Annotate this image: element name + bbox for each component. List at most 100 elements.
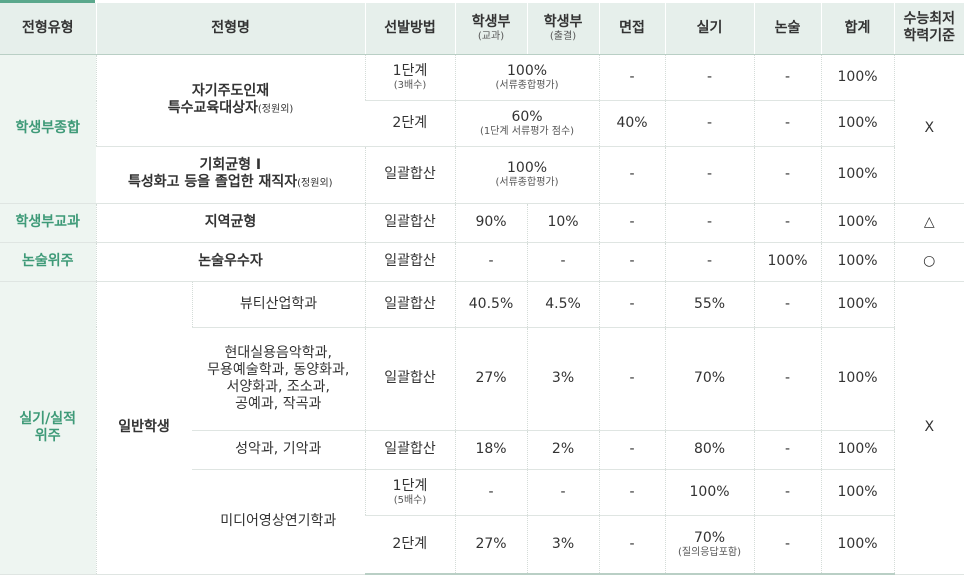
- record-cell: 100% (서류종합평가): [454, 146, 600, 204]
- program-self-directed-suffix: (정원외): [257, 104, 294, 116]
- total-cell: 100%: [820, 327, 895, 431]
- total-cell: 100%: [820, 203, 895, 243]
- total-cell: 100%: [820, 242, 895, 282]
- method-cell: 2단계: [365, 100, 456, 148]
- record-attendance-cell: -: [526, 242, 600, 282]
- record-subject-cell: 40.5%: [454, 281, 528, 328]
- method-cell: 1단계 (3배수): [364, 54, 456, 102]
- total-cell: 100%: [820, 146, 895, 204]
- table-row: 현대실용음악학과, 무용예술학과, 동양화과, 서양화과, 조소과, 공예과, …: [0, 327, 964, 431]
- dept-music-arts: 현대실용음악학과, 무용예술학과, 동양화과, 서양화과, 조소과, 공예과, …: [192, 327, 366, 431]
- practical-value: 70%: [693, 529, 726, 546]
- practical-cell: 70%: [664, 327, 755, 431]
- record-attendance-cell: 2%: [526, 430, 600, 470]
- practical-cell: 80%: [664, 430, 755, 470]
- method-sub: (3배수): [393, 79, 427, 91]
- total-cell: 100%: [820, 469, 895, 516]
- table-row: 논술위주 논술우수자 일괄합산 - - - - 100% 100% ○: [0, 242, 965, 282]
- header-record-subject-sub: (교과): [477, 30, 505, 42]
- header-name: 전형명: [95, 3, 366, 55]
- record-subject-cell: 27%: [454, 327, 528, 431]
- practical-cell: -: [664, 100, 755, 148]
- admission-table: 전형유형 전형명 선발방법 학생부 (교과) 학생부 (출결) 면접 실기 논술 합…: [0, 3, 965, 575]
- interview-cell: -: [598, 327, 666, 431]
- table-row: 기회균형 I 특성화고 등을 졸업한 재직자(정원외) 일괄합산 100% (서류…: [0, 146, 964, 204]
- method-cell: 일괄합산: [364, 242, 456, 282]
- category-essay: 논술위주: [0, 242, 96, 282]
- table-row: 성악과, 기악과 일괄합산 18% 2% - 80% - 100%: [0, 430, 964, 470]
- header-row: 전형유형 전형명 선발방법 학생부 (교과) 학생부 (출결) 면접 실기 논술 합…: [0, 3, 965, 55]
- practical-cell: 70% (질의응답포함): [664, 515, 755, 575]
- program-self-directed-line1: 자기주도인재: [191, 83, 270, 100]
- method-cell: 일괄합산: [364, 203, 456, 243]
- record-attendance-cell: 4.5%: [526, 281, 600, 328]
- table-row: 2단계 27% 3% - 70% (질의응답포함) - 100%: [0, 515, 964, 575]
- record-subject-cell: -: [454, 469, 528, 516]
- method-cell: 2단계: [365, 515, 456, 575]
- table-row: 미디어영상연기학과 1단계 (5배수) - - - 100% - 100%: [0, 469, 964, 575]
- header-total: 합계: [820, 3, 895, 55]
- method-cell: 일괄합산: [364, 281, 456, 328]
- method-cell: 일괄합산: [364, 327, 456, 431]
- category-practical: 실기/실적 위주: [0, 281, 96, 575]
- method-cell: 일괄합산: [364, 430, 456, 470]
- practical-cell: -: [664, 242, 755, 282]
- header-record-attendance-label: 학생부: [543, 13, 583, 30]
- program-self-directed: 자기주도인재 특수교육대상자(정원외): [95, 54, 366, 148]
- record-attendance-cell: -: [526, 469, 600, 516]
- interview-cell: -: [598, 146, 666, 204]
- essay-cell: -: [753, 430, 822, 470]
- dept-vocal-instrumental: 성악과, 기악과: [192, 430, 366, 470]
- header-interview: 면접: [598, 3, 666, 55]
- program-opportunity-line2: 특성화고 등을 졸업한 재직자: [127, 174, 298, 191]
- header-type: 전형유형: [0, 3, 96, 55]
- record-value: 100%: [507, 62, 548, 79]
- essay-cell: -: [753, 281, 822, 328]
- total-cell: 100%: [820, 100, 895, 148]
- dept-line: 현대실용음악학과,: [224, 344, 333, 361]
- essay-cell: -: [753, 327, 822, 431]
- record-attendance-cell: 3%: [526, 327, 600, 431]
- practical-cell: -: [664, 146, 755, 204]
- table-row: 2단계 60% (1단계 서류평가 점수) 40% - - 100%: [0, 100, 964, 148]
- dept-line: 공예과, 작곡과: [235, 395, 322, 412]
- total-cell: 100%: [820, 430, 895, 470]
- total-cell: 100%: [820, 515, 895, 575]
- header-practical: 실기: [664, 3, 755, 55]
- program-regional-balance: 지역균형: [95, 203, 366, 243]
- interview-cell: 40%: [598, 100, 666, 148]
- category-practical-line1: 실기/실적: [19, 410, 77, 427]
- essay-cell: -: [753, 100, 822, 148]
- interview-cell: -: [598, 469, 666, 516]
- record-subject-cell: 27%: [454, 515, 528, 575]
- record-value: 60%: [511, 109, 543, 126]
- record-attendance-cell: 3%: [526, 515, 600, 575]
- header-method: 선발방법: [364, 3, 456, 55]
- table-row: 학생부종합 자기주도인재 특수교육대상자(정원외) 1단계 (3배수) 100%(…: [0, 54, 965, 204]
- top-accent-bar: [0, 0, 95, 3]
- header-csat-line2: 학력기준: [903, 28, 956, 45]
- practical-cell: 55%: [664, 281, 755, 328]
- essay-cell: -: [753, 469, 822, 516]
- csat-cell: ○: [893, 242, 965, 282]
- dept-media-acting: 미디어영상연기학과: [192, 469, 366, 575]
- interview-cell: -: [598, 203, 666, 243]
- total-cell: 100%: [820, 54, 895, 102]
- program-opportunity-suffix: (정원외): [297, 178, 333, 190]
- table-row: 실기/실적 위주 일반학생 뷰티산업학과 일괄합산 40.5% 4.5% - 55…: [0, 281, 965, 575]
- method-label: 1단계: [392, 62, 428, 79]
- essay-cell: 100%: [753, 242, 822, 282]
- header-csat: 수능최저 학력기준: [893, 3, 965, 55]
- dept-line: 무용예술학과, 동양화과,: [207, 361, 350, 378]
- record-sub: (1단계 서류평가 점수): [479, 126, 575, 138]
- total-cell: 100%: [820, 281, 895, 328]
- category-subject: 학생부교과: [0, 203, 96, 243]
- csat-cell: X: [893, 281, 965, 575]
- dept-line: 서양화과, 조소과,: [226, 378, 331, 395]
- record-subject-cell: 90%: [454, 203, 528, 243]
- method-label: 1단계: [392, 477, 428, 494]
- table-row: 학생부교과 지역균형 일괄합산 90% 10% - - - 100% △: [0, 203, 965, 243]
- header-essay: 논술: [753, 3, 822, 55]
- record-sub: (서류종합평가): [495, 177, 559, 189]
- program-general-student: 일반학생: [95, 281, 192, 575]
